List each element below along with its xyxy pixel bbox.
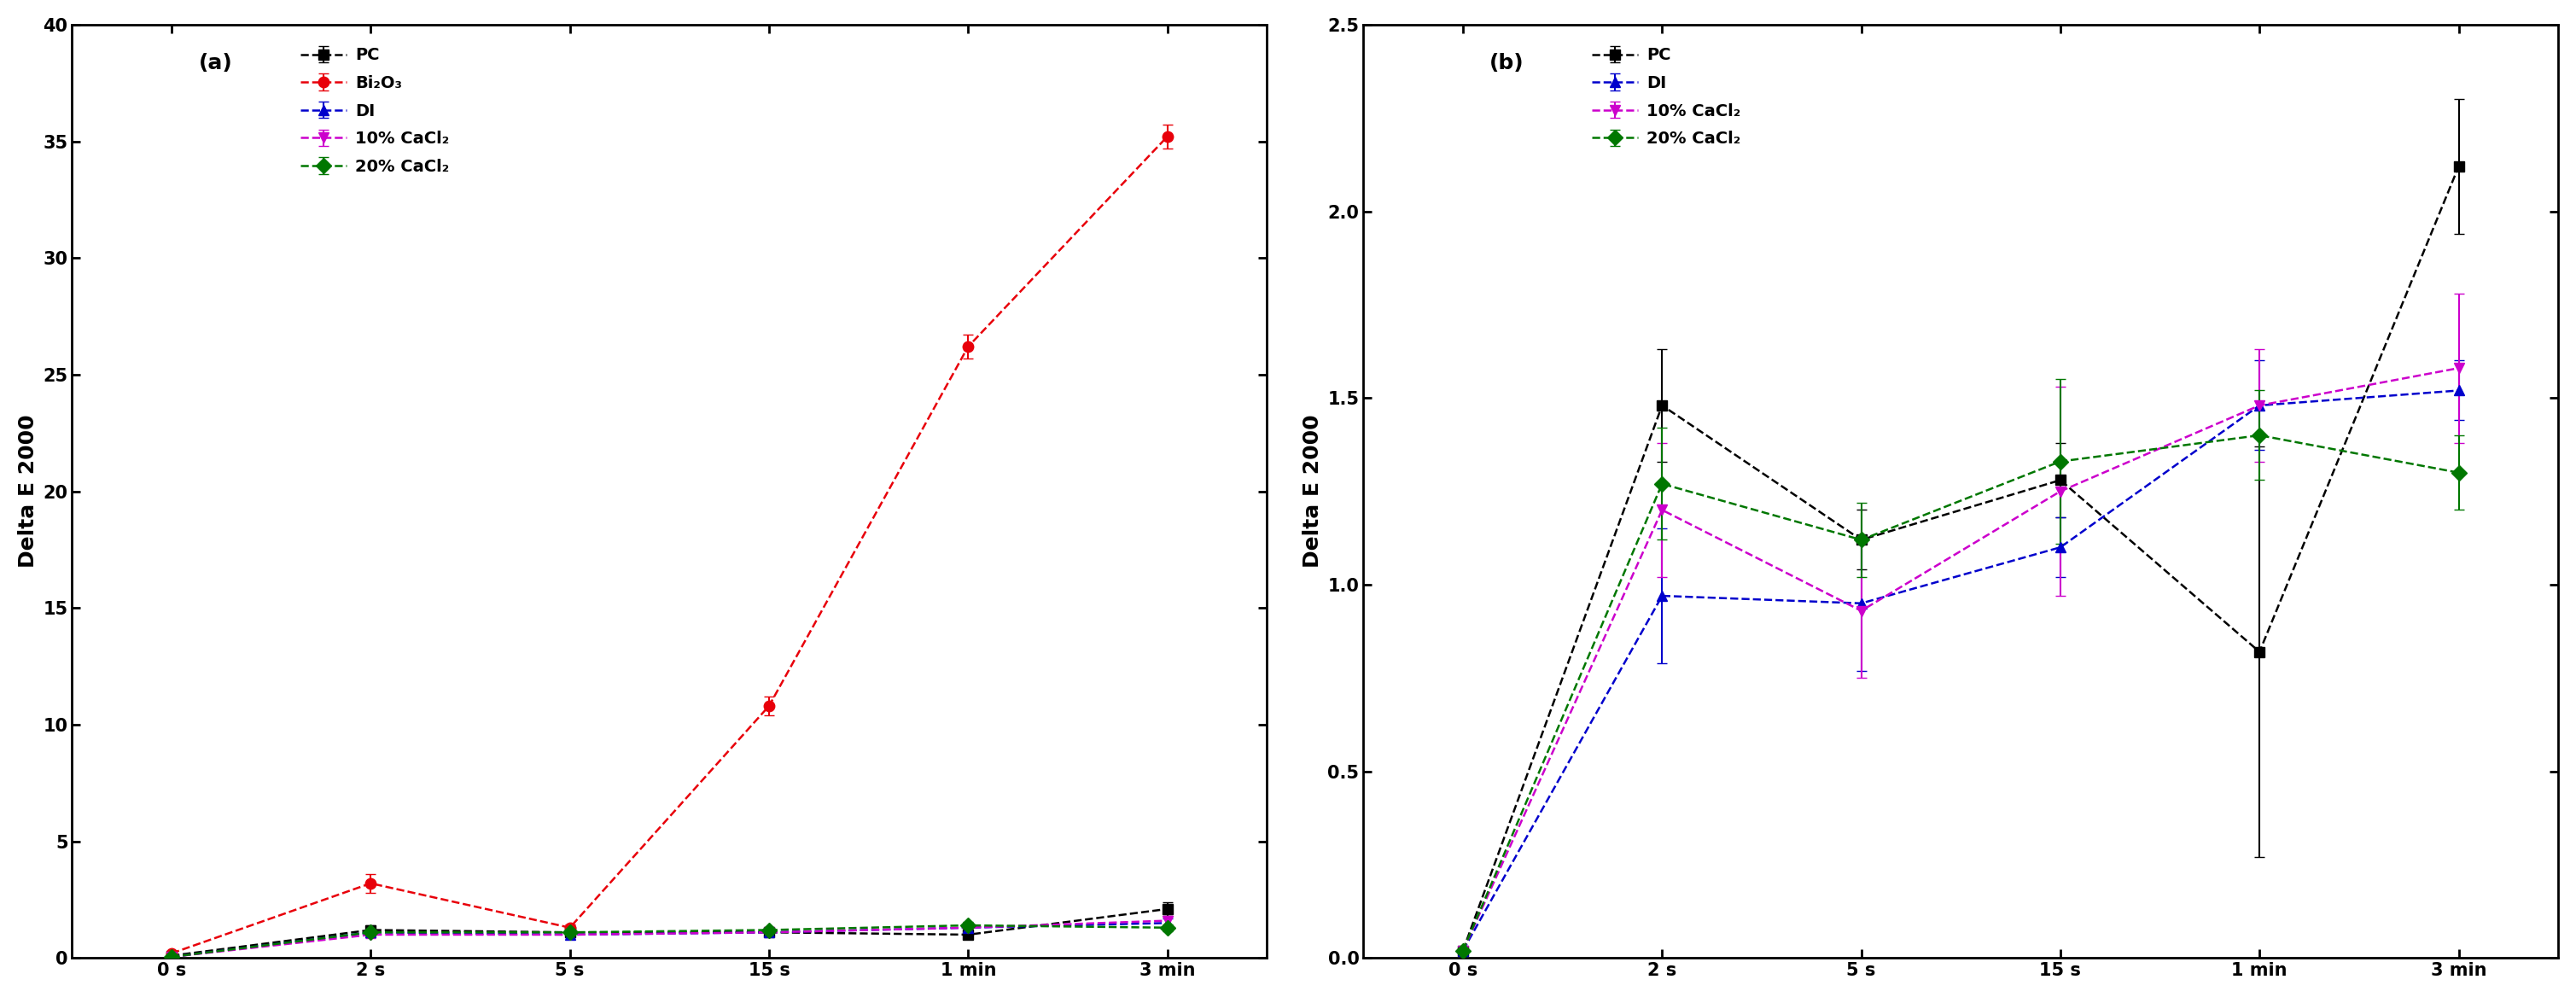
Y-axis label: Delta E 2000: Delta E 2000 bbox=[18, 415, 39, 568]
Y-axis label: Delta E 2000: Delta E 2000 bbox=[1303, 415, 1324, 568]
Legend: PC, Bi₂O₃, DI, 10% CaCl₂, 20% CaCl₂: PC, Bi₂O₃, DI, 10% CaCl₂, 20% CaCl₂ bbox=[296, 42, 453, 179]
Text: (a): (a) bbox=[198, 53, 232, 73]
Legend: PC, DI, 10% CaCl₂, 20% CaCl₂: PC, DI, 10% CaCl₂, 20% CaCl₂ bbox=[1587, 42, 1747, 152]
Text: (b): (b) bbox=[1489, 53, 1525, 73]
